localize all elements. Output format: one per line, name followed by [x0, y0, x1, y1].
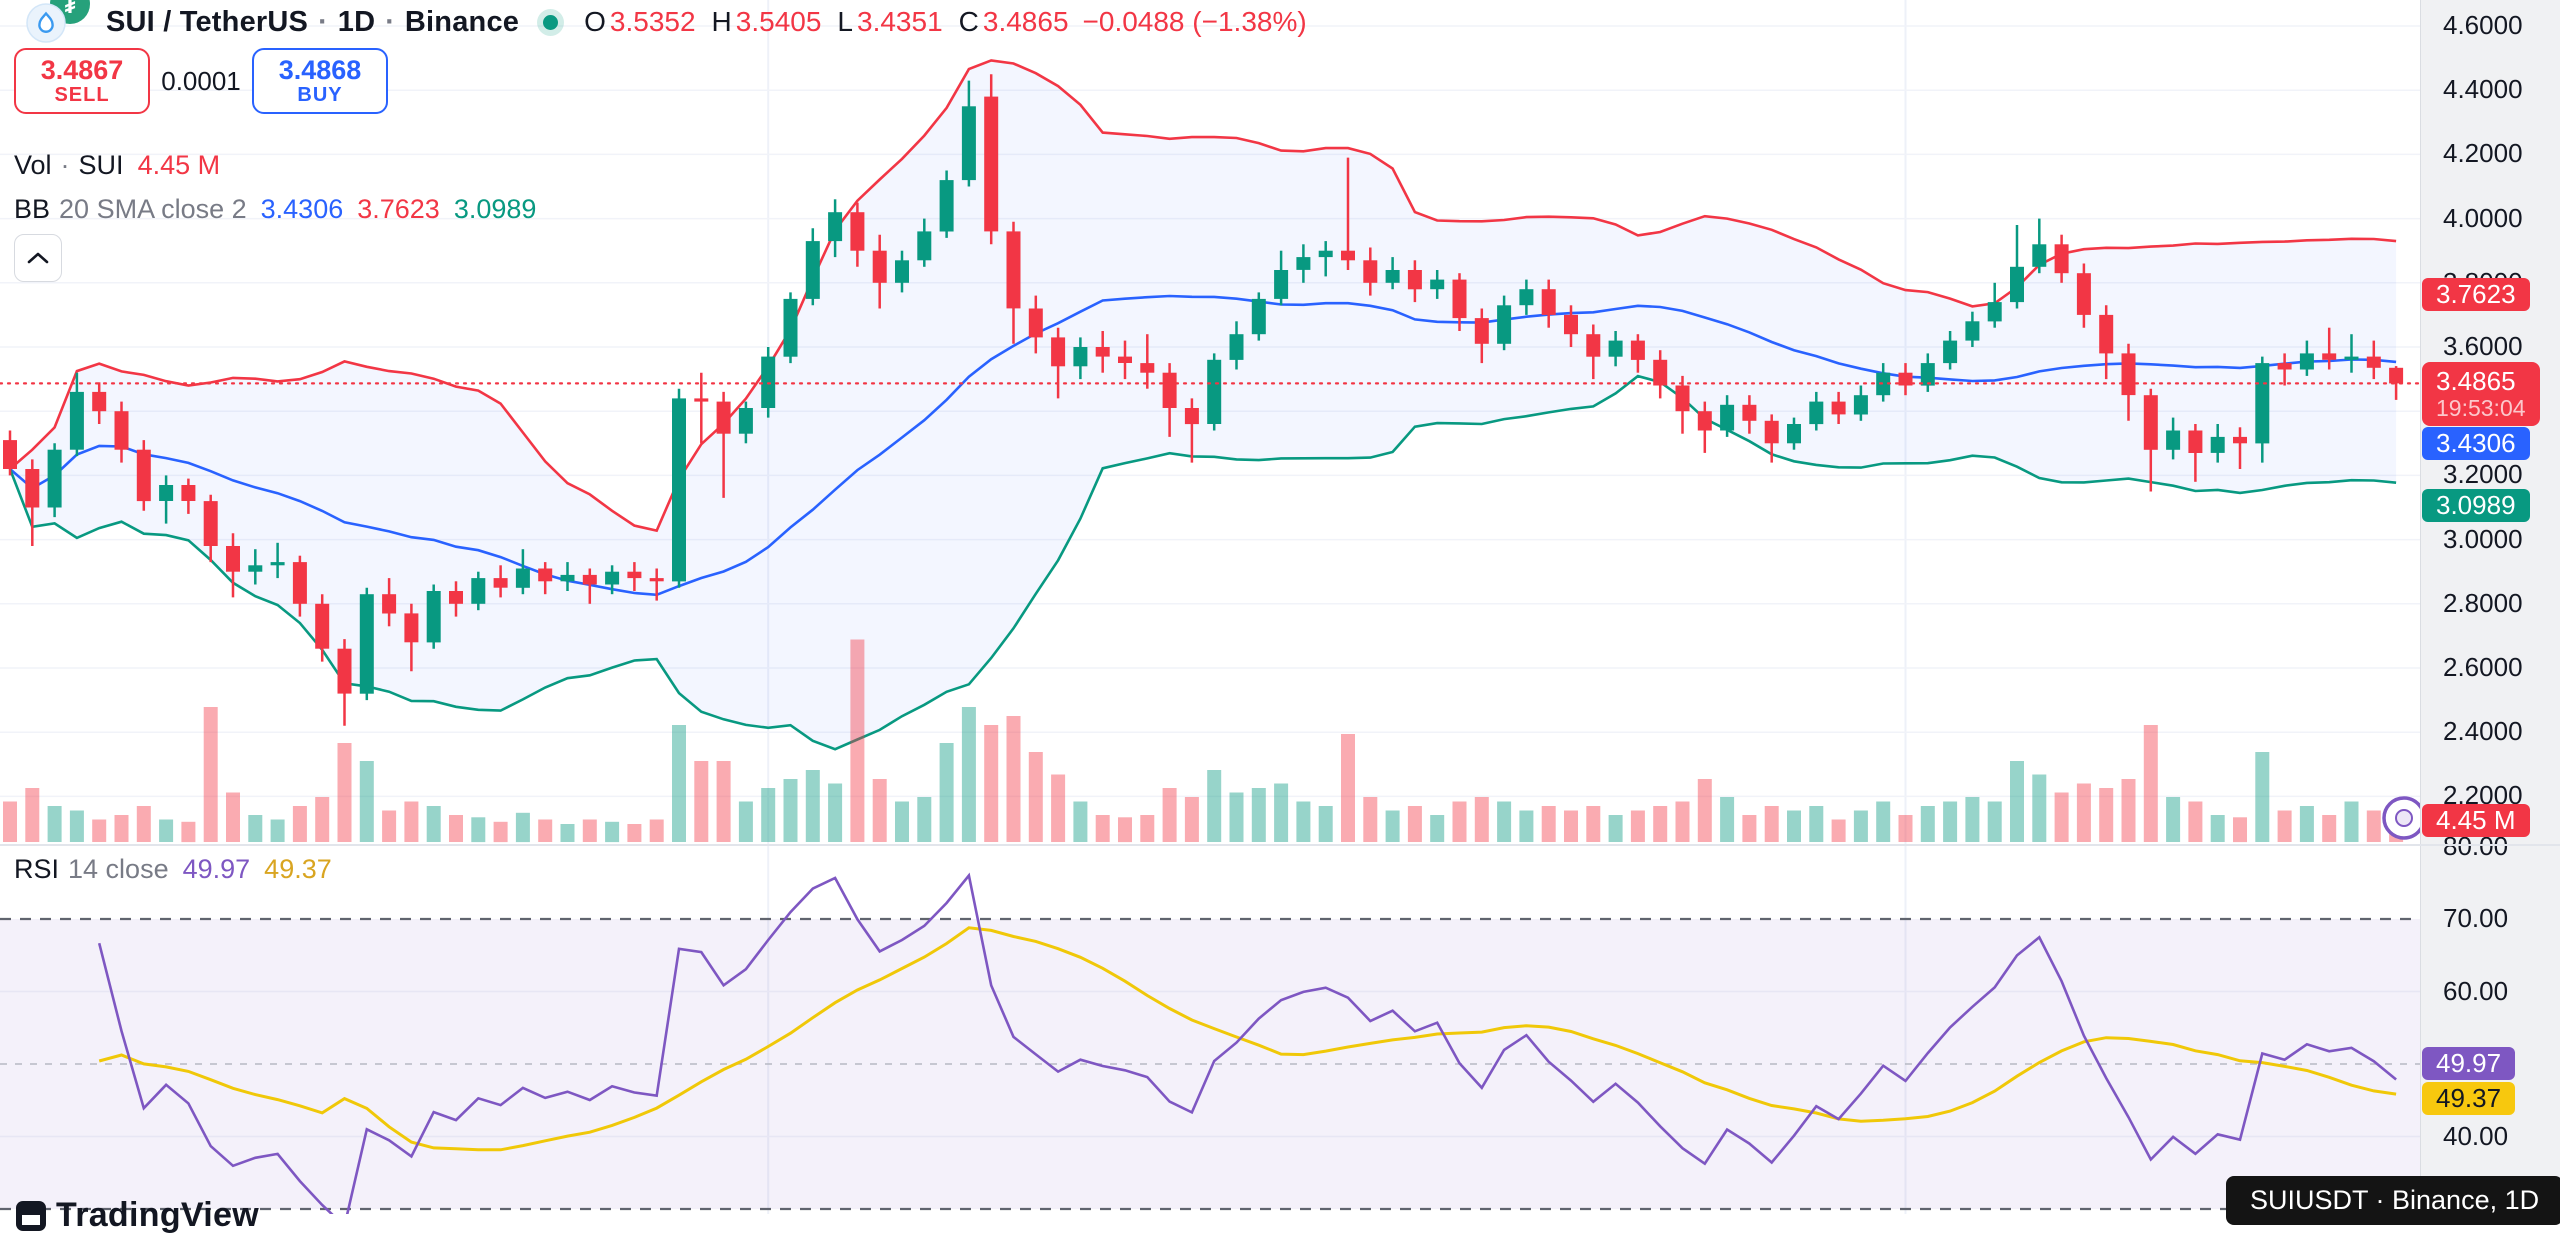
volume-legend[interactable]: Vol · SUI 4.45 M: [14, 150, 220, 181]
event-marker-icon: [2382, 796, 2426, 840]
sell-button[interactable]: 3.4867 SELL: [14, 48, 150, 114]
market-open-dot-icon[interactable]: [543, 14, 559, 30]
rsi-label: RSI: [14, 854, 60, 884]
price-tick-label: 3.0000: [2443, 523, 2523, 554]
change-value: −0.0488 (−1.38%): [1082, 6, 1307, 37]
title-separator: ·: [318, 5, 328, 38]
rsi-legend[interactable]: RSI 14 close 49.97 49.37: [14, 854, 332, 885]
collapse-panel-button[interactable]: [14, 234, 62, 282]
bb-lower-value: 3.0989: [453, 194, 537, 224]
rsi-value: 49.97: [182, 854, 251, 884]
bb-upper-line: [9, 59, 2397, 533]
interval-label[interactable]: 1D: [337, 5, 376, 38]
pane-separator[interactable]: [0, 844, 2560, 846]
volume-label: Vol: [14, 150, 52, 180]
sell-price: 3.4867: [40, 55, 124, 86]
tradingview-mark-icon: [16, 1200, 46, 1231]
symbol-name[interactable]: SUI / TetherUS: [106, 5, 309, 38]
bb-lower-badge: 3.0989: [2422, 489, 2530, 522]
volume-badge: 4.45 M: [2422, 804, 2530, 837]
price-tick-label: 4.0000: [2443, 202, 2523, 233]
symbol-tooltip: SUIUSDT · Binance, 1D: [2226, 1176, 2560, 1225]
volume-value: 4.45 M: [137, 150, 221, 180]
buy-button[interactable]: 3.4868 BUY: [252, 48, 388, 114]
last-price-value: 3.4865: [2436, 365, 2516, 396]
bb-params: 20 SMA close 2: [59, 194, 247, 224]
buy-label: BUY: [297, 83, 343, 106]
rsi-line: [97, 872, 2397, 1214]
tradingview-logo[interactable]: TradingView: [16, 1196, 259, 1235]
last-price-badge: 3.4865 19:53:04: [2422, 362, 2540, 426]
countdown-timer: 19:53:04: [2436, 394, 2526, 421]
price-tick-label: 3.6000: [2443, 331, 2523, 361]
rsi-ma-line: [98, 926, 2397, 1152]
bb-lower-line: [8, 374, 2397, 751]
rsi-params: 14 close: [68, 854, 169, 884]
buy-price: 3.4868: [278, 55, 362, 86]
volume-separator: ·: [60, 150, 70, 180]
close-value: 3.4865: [982, 6, 1069, 37]
rsi-tick-label: 70.00: [2443, 903, 2509, 933]
close-label: C: [958, 6, 979, 37]
symbol-header: ₮ SUI / TetherUS · 1D · Binance O 3.5352 …: [26, 0, 1307, 44]
volume-symbol: SUI: [78, 150, 124, 180]
ohlc-values: O 3.5352 H 3.5405 L 3.4351 C 3.4865 −0.0488 …: [584, 6, 1307, 38]
trade-panel: 3.4867 SELL 0.0001 3.4868 BUY: [14, 48, 388, 114]
low-value: 3.4351: [857, 6, 943, 37]
rsi-tick-label: 60.00: [2443, 975, 2509, 1006]
price-tick-label: 4.4000: [2443, 74, 2523, 105]
title-separator: ·: [385, 5, 395, 38]
price-tick-label: 3.2000: [2443, 459, 2523, 490]
tradingview-logo-text: TradingView: [56, 1196, 259, 1234]
bb-upper-badge: 3.7623: [2422, 278, 2530, 311]
sell-label: SELL: [54, 83, 110, 106]
bollinger-legend[interactable]: BB 20 SMA close 2 3.4306 3.7623 3.0989: [14, 194, 536, 225]
price-tick-label: 2.8000: [2443, 587, 2523, 618]
rsi-ma-badge: 49.37: [2422, 1082, 2516, 1115]
exchange-label[interactable]: Binance: [404, 5, 520, 38]
low-label: L: [837, 6, 853, 37]
bb-basis-line: [9, 294, 2397, 597]
open-value: 3.5352: [609, 6, 696, 37]
chevron-up-icon: [27, 252, 49, 264]
price-tick-label: 2.6000: [2443, 652, 2523, 682]
high-value: 3.5405: [735, 6, 822, 37]
bb-upper-value: 3.7623: [357, 194, 440, 224]
high-label: H: [711, 6, 732, 37]
price-axis[interactable]: 3.7623 3.4865 19:53:04 3.4306 3.0989 4.4…: [2420, 0, 2560, 1214]
rsi-badge: 49.97: [2422, 1047, 2516, 1080]
price-tick-label: 4.6000: [2443, 10, 2523, 40]
pair-logo-icon[interactable]: ₮: [26, 0, 98, 44]
volume-bars: [3, 639, 2404, 843]
candles: [3, 74, 2404, 726]
bb-basis-badge: 3.4306: [2422, 427, 2530, 460]
spread-value: 0.0001: [161, 65, 241, 96]
bb-label: BB: [14, 194, 51, 224]
price-tick-label: 4.2000: [2443, 138, 2523, 169]
svg-text:₮: ₮: [63, 0, 77, 18]
bb-basis-value: 3.4306: [260, 194, 344, 224]
rsi-ma-value: 49.37: [264, 854, 332, 884]
rsi-tick-label: 40.00: [2443, 1120, 2509, 1151]
open-label: O: [584, 6, 606, 37]
price-tick-label: 2.4000: [2443, 716, 2523, 747]
